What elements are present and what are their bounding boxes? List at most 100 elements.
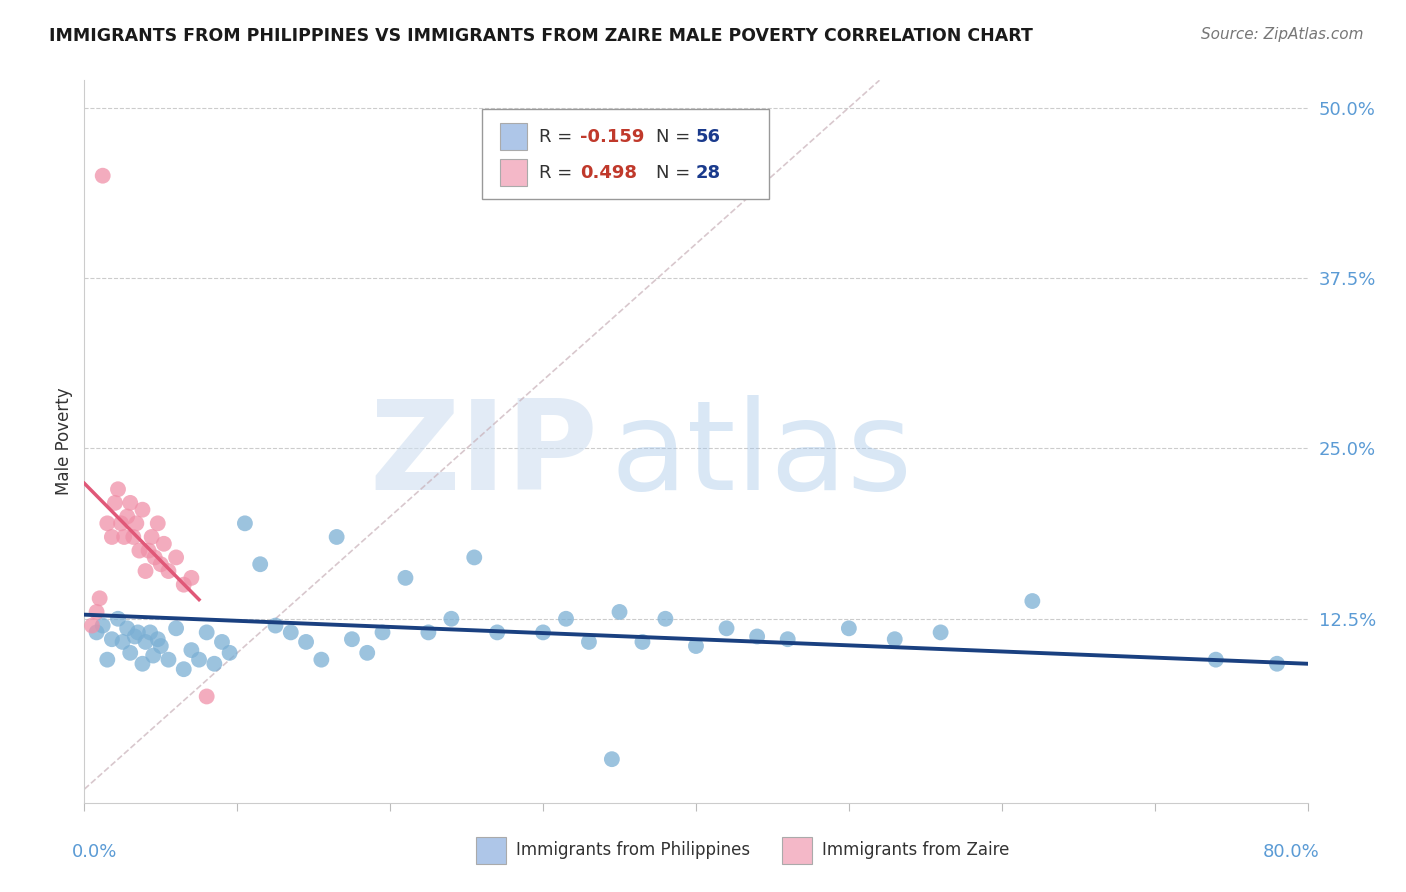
Point [631,635,654,649]
Point [96,516,118,531]
Text: 28: 28 [696,164,721,182]
Text: 80.0%: 80.0% [1263,843,1320,861]
Point [280,625,302,640]
Point [142,648,165,663]
Point [157,653,180,667]
Point [776,632,799,647]
Point [131,502,153,516]
Point [112,530,135,544]
Point [149,639,172,653]
Bar [501,123,527,151]
Point [139,625,162,640]
Point [555,612,578,626]
Point [180,643,202,657]
Point [138,543,160,558]
Point [202,657,225,671]
Point [654,612,676,626]
Point [165,621,187,635]
Point [264,618,287,632]
Bar [475,837,506,864]
Point [440,612,463,626]
Point [80,618,103,632]
Text: 56: 56 [696,128,721,145]
Point [135,635,157,649]
Point [104,496,127,510]
Point [233,516,256,531]
Text: Immigrants from Zaire: Immigrants from Zaire [823,841,1010,859]
Point [747,630,769,644]
Point [143,550,166,565]
Point [153,537,176,551]
Text: atlas: atlas [610,395,912,516]
Point [101,530,124,544]
Point [418,625,440,640]
FancyBboxPatch shape [482,109,769,200]
Point [218,646,240,660]
Bar [501,159,527,186]
Text: -0.159: -0.159 [579,128,644,145]
Point [146,516,169,531]
Point [716,621,738,635]
Point [531,625,554,640]
Point [141,530,163,544]
Point [96,653,118,667]
Point [173,662,195,676]
Point [86,625,108,640]
Point [165,550,187,565]
Point [124,630,146,644]
Point [195,625,218,640]
Text: R =: R = [540,164,578,182]
Point [149,558,172,572]
Point [211,635,233,649]
Y-axis label: Male Poverty: Male Poverty [55,388,73,495]
Point [146,632,169,647]
Point [86,605,108,619]
Text: Source: ZipAtlas.com: Source: ZipAtlas.com [1201,27,1364,42]
Point [120,496,142,510]
Point [1265,657,1288,671]
Point [91,618,114,632]
Point [249,558,271,572]
Point [131,657,153,671]
Bar [782,837,813,864]
Point [125,516,148,531]
Point [295,635,318,649]
Point [195,690,218,704]
Point [135,564,157,578]
Point [157,564,180,578]
Point [340,632,363,647]
Point [101,632,124,647]
Point [929,625,952,640]
Text: N =: N = [655,164,696,182]
Point [311,653,333,667]
Point [1021,594,1043,608]
Point [122,530,145,544]
Point [89,591,111,606]
Point [180,571,202,585]
Point [107,612,129,626]
Point [356,646,378,660]
Point [107,482,129,496]
Point [600,752,623,766]
Point [115,509,138,524]
Text: ZIP: ZIP [370,395,598,516]
Point [91,169,114,183]
Point [883,632,905,647]
Text: R =: R = [540,128,578,145]
Point [173,577,195,591]
Point [463,550,485,565]
Point [115,621,138,635]
Point [685,639,707,653]
Point [188,653,211,667]
Point [1205,653,1227,667]
Text: Immigrants from Philippines: Immigrants from Philippines [516,841,751,859]
Text: N =: N = [655,128,696,145]
Point [838,621,860,635]
Point [128,543,150,558]
Point [609,605,631,619]
Text: 0.498: 0.498 [579,164,637,182]
Point [110,516,132,531]
Text: IMMIGRANTS FROM PHILIPPINES VS IMMIGRANTS FROM ZAIRE MALE POVERTY CORRELATION CH: IMMIGRANTS FROM PHILIPPINES VS IMMIGRANT… [49,27,1033,45]
Point [127,625,149,640]
Point [111,635,134,649]
